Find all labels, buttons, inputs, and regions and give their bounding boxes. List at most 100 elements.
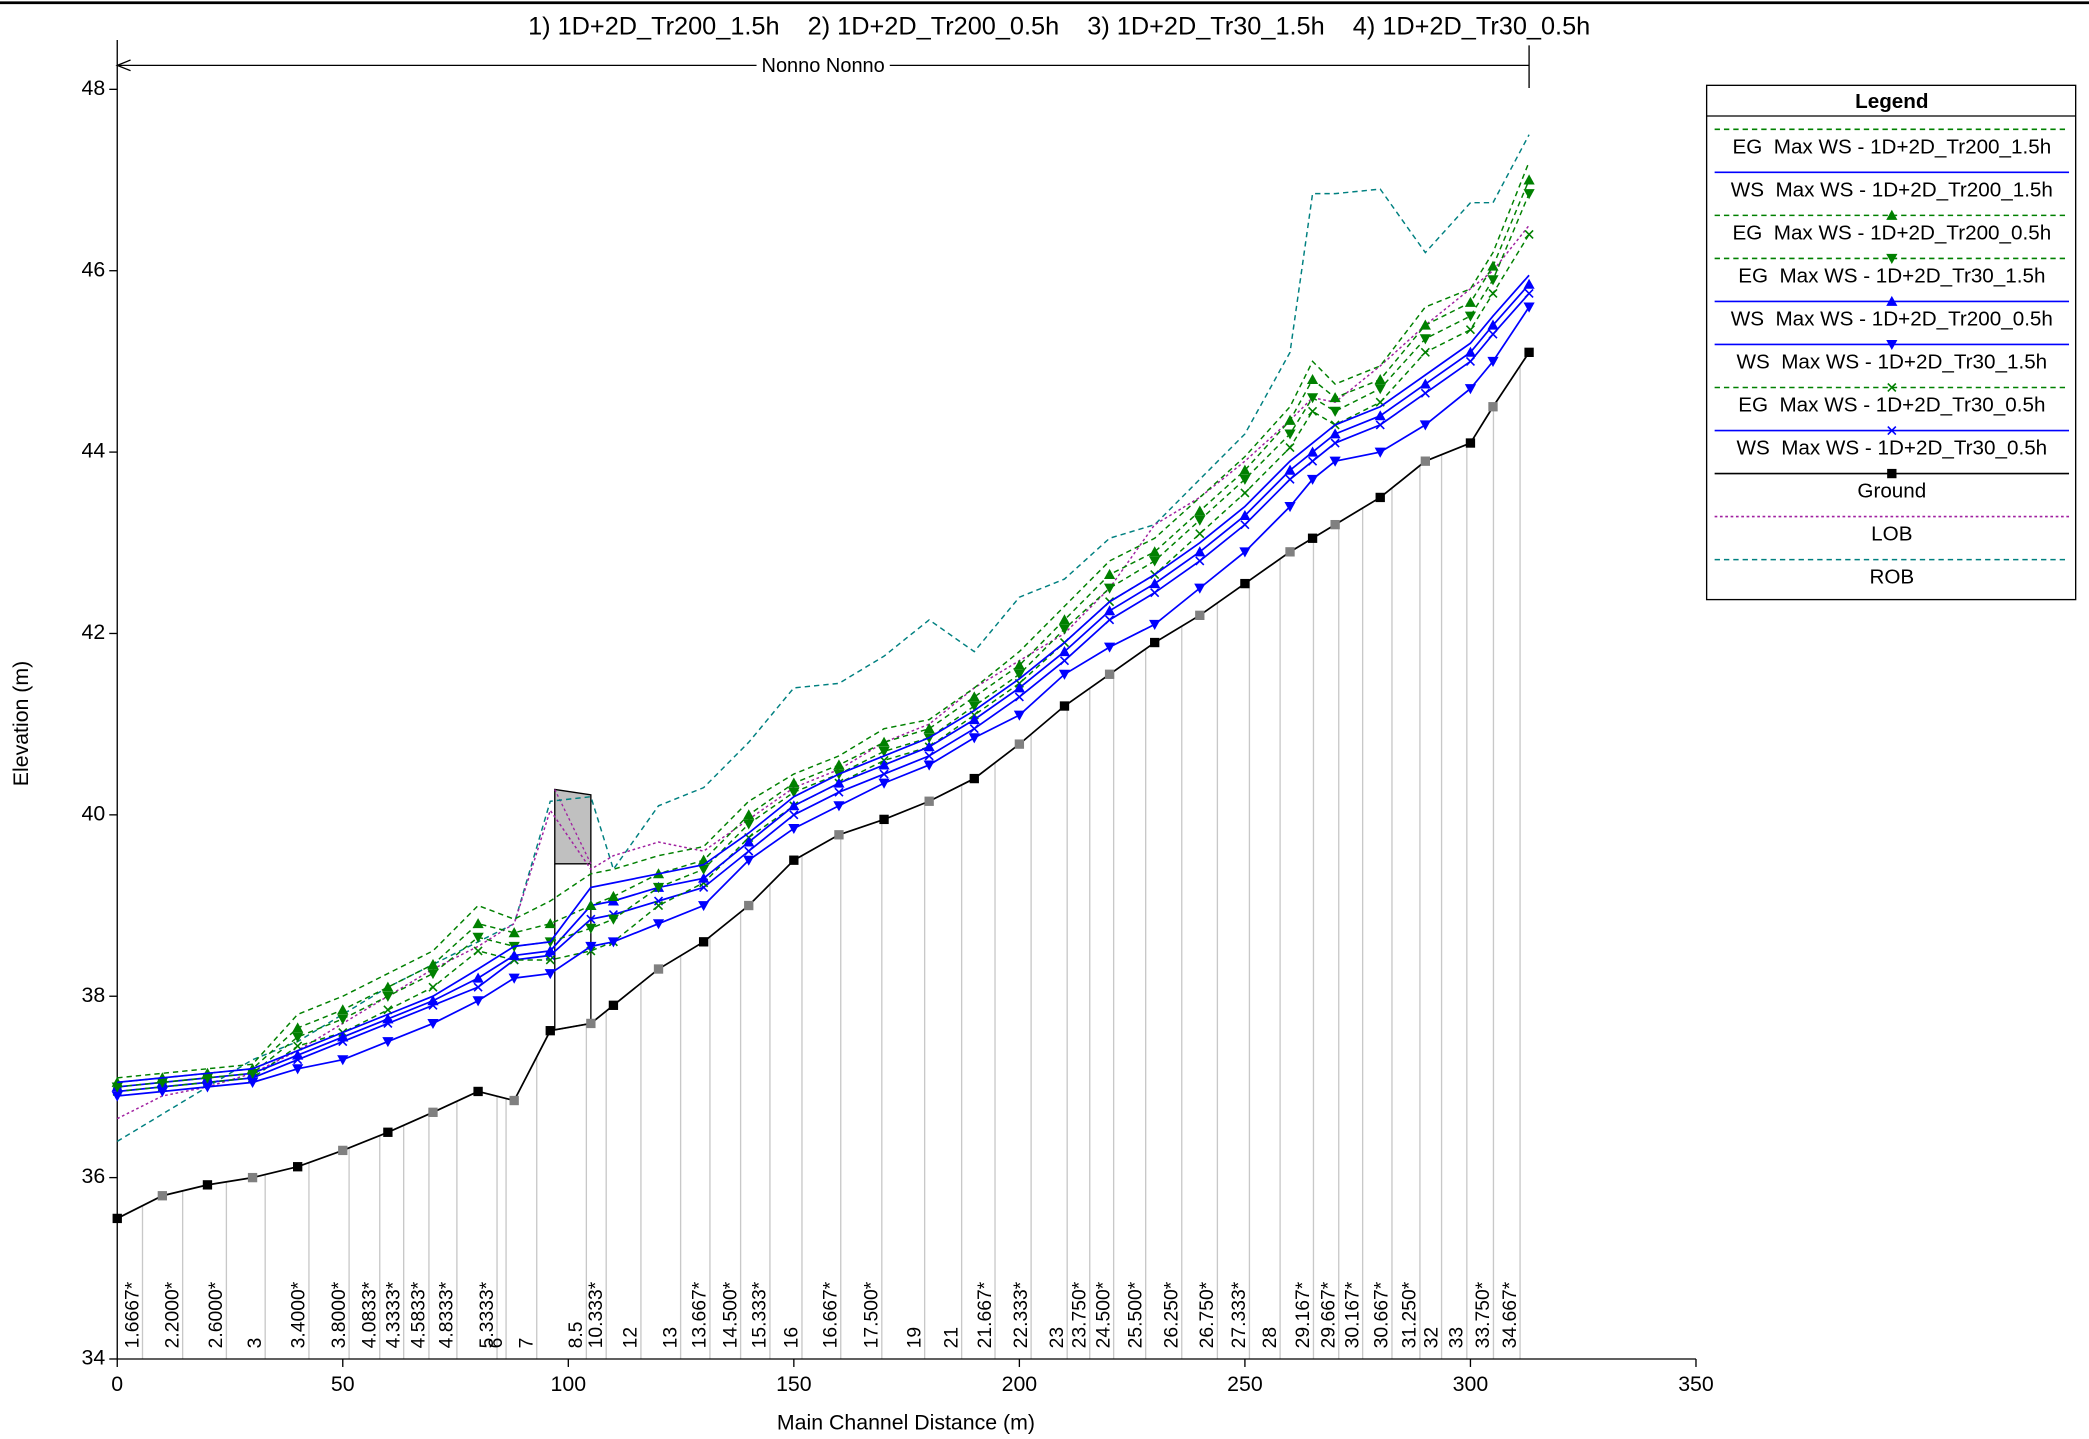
series-marker xyxy=(1375,492,1385,503)
plot-area: 1.6667* 2.2000* 2.6000* 3 3.4000* 3.8000* 4.08… xyxy=(82,40,1714,1396)
series-marker xyxy=(508,927,520,938)
series-marker xyxy=(743,809,755,820)
series-marker xyxy=(1103,568,1116,580)
series-marker xyxy=(968,714,980,725)
station-label: 4.5833* xyxy=(409,1281,430,1348)
series-marker xyxy=(1058,646,1071,657)
series-marker xyxy=(1058,614,1071,625)
station-label: 3 xyxy=(245,1338,266,1349)
series-marker xyxy=(585,899,597,911)
station-label: 2.2000* xyxy=(162,1281,183,1348)
station-label: 13 xyxy=(660,1327,681,1348)
series-marker xyxy=(427,958,439,969)
x-tick-label: 250 xyxy=(1227,1372,1263,1396)
station-label: 23.750* xyxy=(1070,1281,1091,1348)
series-marker xyxy=(586,914,596,924)
series-marker xyxy=(1013,710,1025,721)
legend-label: WS Max WS - 1D+2D_Tr200_0.5h xyxy=(1731,308,2053,331)
bridge-deck xyxy=(554,788,592,865)
series-marker xyxy=(1330,438,1340,448)
series-marker xyxy=(833,777,845,788)
y-axis-label: Elevation (m) xyxy=(9,661,33,786)
series-marker xyxy=(1105,615,1115,625)
series-marker xyxy=(1103,583,1116,594)
series-marker xyxy=(382,981,394,992)
series-marker xyxy=(968,691,980,702)
series-marker xyxy=(382,1037,394,1048)
y-tick-label: 34 xyxy=(82,1346,106,1370)
series-marker xyxy=(202,1180,213,1190)
legend-label: EG Max WS - 1D+2D_Tr30_1.5h xyxy=(1738,265,2045,288)
series-marker xyxy=(1464,311,1477,322)
y-tick-label: 42 xyxy=(82,620,106,644)
series-marker xyxy=(427,969,439,980)
series-marker xyxy=(1194,515,1206,526)
station-label: 15.333* xyxy=(750,1281,771,1348)
series-marker xyxy=(292,1049,304,1060)
series-marker xyxy=(923,723,935,734)
station-label: 23 xyxy=(1047,1327,1068,1348)
legend-label: LOB xyxy=(1871,523,1912,546)
series-marker xyxy=(652,919,665,930)
series-marker xyxy=(1375,420,1385,430)
series-marker xyxy=(1419,378,1431,389)
series-marker xyxy=(743,836,755,847)
series-line xyxy=(116,134,1530,1142)
station-label: 32 xyxy=(1421,1327,1442,1348)
series-marker xyxy=(427,1018,439,1030)
series-marker xyxy=(833,801,845,812)
legend: Legend EG Max WS - 1D+2D_Tr200_1.5h WS Ma… xyxy=(1705,84,2077,601)
series-marker xyxy=(969,773,979,784)
y-tick-label: 36 xyxy=(82,1164,106,1188)
station-label: 12 xyxy=(621,1327,642,1348)
x-tick-label: 0 xyxy=(111,1372,123,1396)
series-marker xyxy=(789,810,799,820)
series-marker xyxy=(292,1032,304,1043)
series-marker xyxy=(653,900,664,911)
series-marker xyxy=(585,941,597,952)
series-marker xyxy=(1306,474,1319,485)
series-marker xyxy=(1523,174,1535,185)
x-tick-label: 150 xyxy=(776,1372,812,1396)
series-marker xyxy=(788,777,800,788)
x-tick-label: 200 xyxy=(1002,1372,1038,1396)
series-marker xyxy=(1306,446,1319,457)
series-marker xyxy=(1149,556,1161,567)
series-line xyxy=(117,161,1530,1079)
series-marker xyxy=(698,937,709,947)
series-marker xyxy=(1195,610,1205,620)
series-marker xyxy=(509,1095,519,1106)
station-label: 14.500* xyxy=(720,1281,741,1348)
series-marker xyxy=(1487,275,1499,286)
series-marker xyxy=(337,1014,349,1025)
legend-marker xyxy=(1886,253,1898,264)
station-label: 24.500* xyxy=(1093,1281,1114,1348)
legend-marker xyxy=(1886,339,1898,351)
series-marker xyxy=(1194,546,1206,557)
series-marker xyxy=(1488,329,1498,339)
series-marker xyxy=(472,918,484,929)
series-marker xyxy=(1285,474,1295,484)
series-marker xyxy=(1013,659,1025,670)
series-marker xyxy=(698,901,710,912)
station-label: 21 xyxy=(941,1327,962,1348)
series-marker xyxy=(1374,384,1386,395)
series-marker xyxy=(338,1145,348,1156)
series-marker xyxy=(1240,488,1250,498)
series-marker xyxy=(1488,288,1498,298)
series-marker xyxy=(1464,384,1477,395)
series-marker xyxy=(585,923,597,934)
series-marker xyxy=(788,800,800,811)
series-marker xyxy=(1374,410,1386,421)
series-marker xyxy=(924,751,934,761)
series-marker xyxy=(743,819,755,830)
series-marker xyxy=(969,724,979,734)
series-marker xyxy=(473,946,483,956)
series-marker xyxy=(788,823,800,835)
legend-label: WS Max WS - 1D+2D_Tr200_1.5h xyxy=(1731,178,2053,201)
chart-title: 1) 1D+2D_Tr200_1.5h 2) 1D+2D_Tr200_0.5h … xyxy=(528,13,1590,41)
station-label: 29.667* xyxy=(1319,1281,1340,1348)
series-marker xyxy=(247,1172,258,1183)
x-tick-label: 350 xyxy=(1678,1372,1714,1396)
series-marker xyxy=(1420,347,1430,357)
